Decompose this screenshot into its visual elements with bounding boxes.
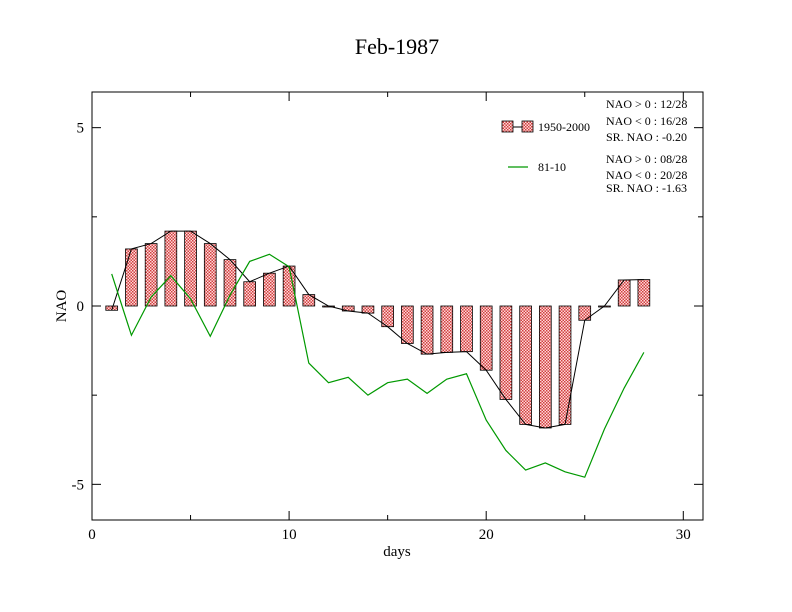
legend: 1950-2000 NAO > 0 : 12/28 NAO < 0 : 16/2… [501,97,687,195]
bar [263,272,276,307]
legend-stat-81-10-sr: SR. NAO : -1.63 [606,181,687,195]
bar [460,305,473,353]
line-series [111,230,645,478]
bar [637,279,651,307]
bar [617,279,631,307]
y-axis-label: NAO [54,290,70,323]
x-tick-label: 0 [88,527,96,543]
y-tick-label: -5 [72,477,85,493]
bar-series-1950-2000 [105,230,651,429]
bar [558,305,572,425]
legend-stat-1950-2000-pos: NAO > 0 : 12/28 [606,97,687,111]
bar [519,305,532,425]
legend-stat-81-10-neg: NAO < 0 : 20/28 [606,168,687,182]
legend-swatch-left [501,120,514,133]
bar [440,305,454,353]
legend-stat-1950-2000-neg: NAO < 0 : 16/28 [606,114,687,128]
axis-ticks: 0 10 20 30 -5 0 5 [72,92,703,543]
bar [499,305,513,400]
bar [361,305,375,314]
bar [164,230,178,307]
bar [223,259,237,307]
bar [302,294,316,307]
y-tick-label: 5 [77,121,85,137]
x-tick-label: 10 [282,527,297,543]
bar [479,305,493,371]
bar [578,305,592,321]
legend-stat-1950-2000-sr: SR. NAO : -0.20 [606,130,687,144]
bar [420,305,434,355]
line-1950-2000 [111,230,644,429]
x-tick-label: 30 [676,527,691,543]
legend-label-1950-2000: 1950-2000 [538,120,590,134]
legend-stat-81-10-pos: NAO > 0 : 08/28 [606,152,687,166]
bar [243,281,256,307]
x-axis-label: days [383,544,411,560]
y-tick-label: 0 [77,299,85,315]
bar [125,248,138,307]
chart-title: Feb-1987 [355,34,439,59]
bar [401,305,414,344]
bar [203,243,217,307]
bar [539,305,552,429]
legend-label-81-10: 81-10 [538,160,566,174]
x-tick-label: 20 [479,527,494,543]
legend-swatch-right [521,120,534,133]
line-81-10 [111,253,645,478]
